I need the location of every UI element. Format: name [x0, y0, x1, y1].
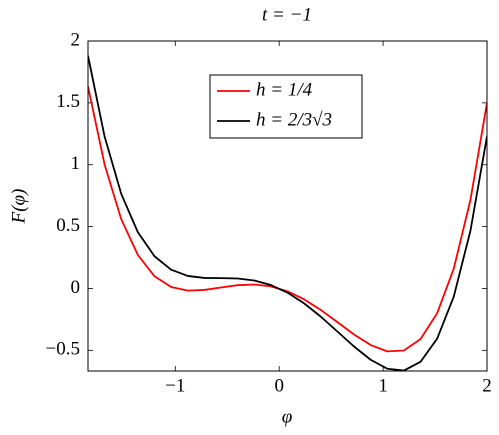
- y-tick-label: 2: [71, 29, 81, 50]
- x-tick-label: 1: [378, 375, 388, 396]
- y-tick-label: −0.5: [46, 339, 80, 360]
- plot-frame: [87, 40, 488, 372]
- x-tick-label: −1: [165, 375, 185, 396]
- chart-title: t = −1: [262, 4, 312, 25]
- y-tick-label: 1.5: [56, 91, 80, 112]
- x-tick-label: 2: [482, 375, 492, 396]
- x-tick-label: 0: [274, 375, 284, 396]
- x-axis-label: φ: [282, 406, 293, 427]
- plot-lines: [88, 55, 487, 371]
- y-tick-label: 1: [71, 153, 81, 174]
- legend-label: h = 1/4: [256, 79, 313, 100]
- line: [88, 55, 487, 371]
- legend-label: h = 2/3√3: [256, 109, 332, 130]
- line: [88, 86, 487, 353]
- legend-box: [209, 74, 363, 139]
- y-tick-label: 0.5: [56, 215, 80, 236]
- y-axis-label: F(φ): [8, 189, 29, 225]
- y-tick-label: 0: [71, 277, 81, 298]
